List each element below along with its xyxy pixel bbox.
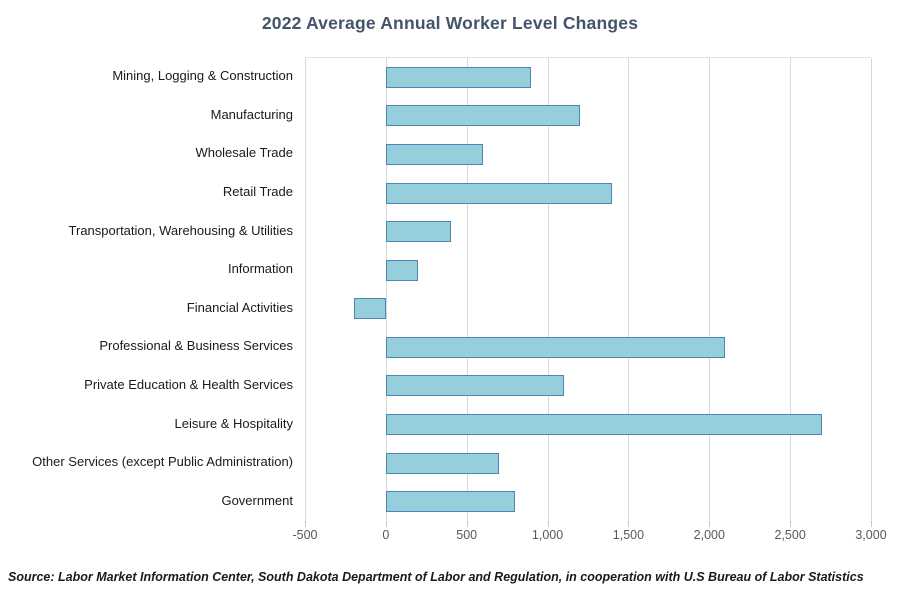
gridline <box>547 58 549 521</box>
x-tick-label: 500 <box>456 528 478 542</box>
plot-area <box>305 57 872 527</box>
x-tick-label: 2,500 <box>774 528 806 542</box>
category-label: Transportation, Warehousing & Utilities <box>68 222 293 238</box>
axis-tick <box>385 521 387 527</box>
chart-title: 2022 Average Annual Worker Level Changes <box>261 13 639 33</box>
category-label: Professional & Business Services <box>99 338 293 354</box>
bar <box>353 298 386 320</box>
category-label: Manufacturing <box>210 106 293 122</box>
bar <box>385 143 483 165</box>
bar <box>385 452 500 474</box>
category-label: Government <box>221 492 293 508</box>
gridline <box>305 58 306 521</box>
category-label: Information <box>227 261 293 277</box>
bar <box>385 336 726 358</box>
value-axis: -500 0 500 1,000 1,500 2,000 2,500 3,000 <box>292 528 886 548</box>
gridline <box>466 58 468 521</box>
gridline <box>871 58 872 521</box>
axis-tick <box>547 521 549 527</box>
axis-tick <box>790 521 792 527</box>
gridline <box>709 58 711 521</box>
category-label: Other Services (except Public Administra… <box>32 454 293 470</box>
bar <box>385 182 613 204</box>
bar <box>385 105 580 127</box>
x-tick-label: 0 <box>382 528 390 542</box>
axis-tick <box>628 521 630 527</box>
x-tick-label: 3,000 <box>855 528 887 542</box>
x-tick-label: 2,000 <box>693 528 725 542</box>
category-label: Leisure & Hospitality <box>174 415 294 431</box>
category-label: Wholesale Trade <box>195 145 293 161</box>
bar <box>385 414 823 436</box>
bar <box>385 221 451 243</box>
gridline <box>385 58 387 521</box>
axis-tick <box>709 521 711 527</box>
x-tick-label: -500 <box>292 528 318 542</box>
bar <box>385 375 564 397</box>
axis-tick <box>305 521 306 527</box>
category-axis: Mining, Logging & Construction Manufactur… <box>0 57 293 520</box>
gridline <box>628 58 630 521</box>
bar <box>385 66 532 88</box>
bar <box>385 259 419 281</box>
x-tick-label: 1,000 <box>531 528 564 542</box>
axis-tick <box>871 521 872 527</box>
gridline <box>790 58 792 521</box>
category-label: Mining, Logging & Construction <box>112 68 293 84</box>
category-label: Private Education & Health Services <box>84 376 293 392</box>
bar <box>385 491 516 513</box>
axis-tick <box>466 521 468 527</box>
category-label: Financial Activities <box>186 299 293 315</box>
category-label: Retail Trade <box>222 184 293 200</box>
x-tick-label: 1,500 <box>612 528 645 542</box>
source-note: Source: Labor Market Information Center,… <box>8 570 864 584</box>
